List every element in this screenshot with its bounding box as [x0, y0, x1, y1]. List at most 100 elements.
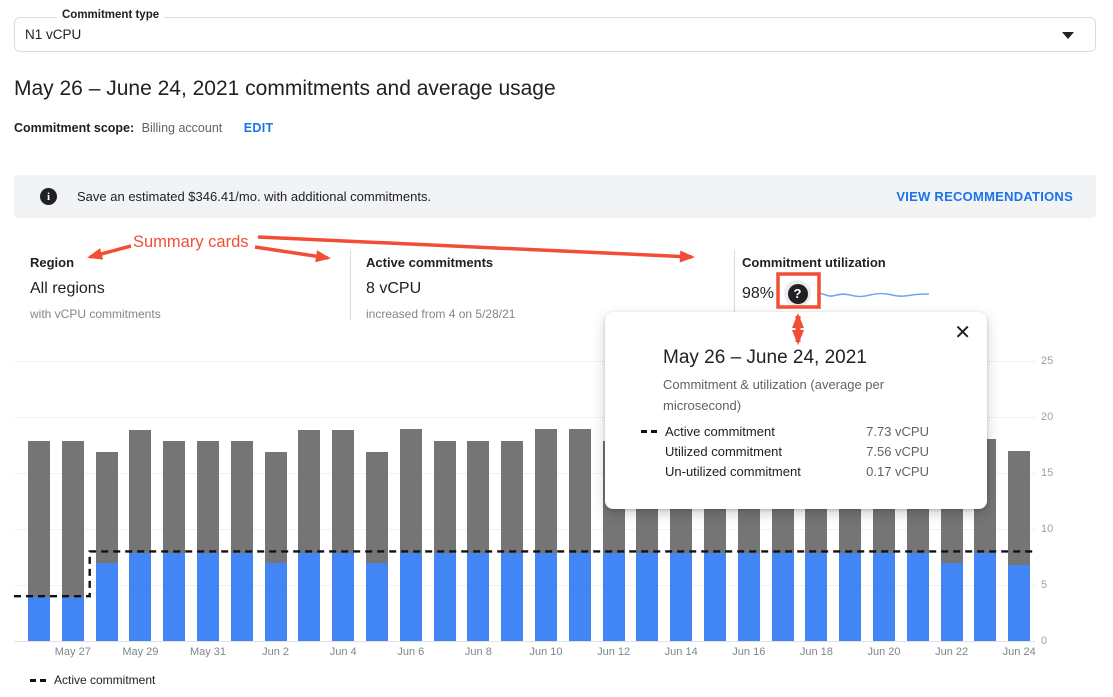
bar-total-usage — [1008, 450, 1031, 565]
bar-total-usage — [501, 440, 524, 553]
commitment-scope-row: Commitment scope: Billing account EDIT — [14, 121, 273, 135]
x-tick-label: Jun 10 — [529, 646, 563, 658]
bar-total-usage — [366, 451, 388, 563]
region-card-value: All regions — [30, 280, 105, 297]
tooltip-row-utilized: Utilized commitment 7.56 vCPU — [641, 441, 929, 461]
y-tick-label: 15 — [1041, 467, 1054, 479]
gridline — [14, 473, 1035, 474]
x-tick-label: May 29 — [122, 646, 159, 658]
bar-total-usage — [230, 440, 253, 553]
bar-total-usage — [399, 429, 422, 553]
utilization-tooltip: ✕ May 26 – June 24, 2021 Commitment & ut… — [605, 312, 987, 509]
bar-utilized-commitment — [433, 552, 456, 641]
utilization-sparkline — [817, 292, 930, 297]
x-tick-label: Jun 22 — [935, 646, 969, 658]
y-tick-label: 5 — [1041, 579, 1048, 591]
dashed-line-icon — [641, 429, 657, 433]
tooltip-row-value: 7.56 vCPU — [866, 443, 929, 459]
bar-utilized-commitment — [264, 562, 287, 641]
bar-utilized-commitment — [501, 552, 524, 641]
x-tick-label: May 27 — [54, 646, 91, 658]
bar-utilized-commitment — [366, 562, 388, 641]
gridline — [14, 529, 1035, 530]
tooltip-subtitle: Commitment & utilization (average per mi… — [663, 377, 885, 413]
bar-utilized-commitment — [771, 552, 794, 641]
close-icon[interactable]: ✕ — [954, 322, 971, 344]
savings-banner-text: Save an estimated $346.41/mo. with addit… — [77, 189, 432, 204]
bar-utilized-commitment — [873, 552, 895, 641]
x-tick-label: Jun 8 — [464, 646, 492, 658]
x-tick-label: Jun 18 — [799, 646, 833, 658]
x-tick-label: Jun 12 — [597, 646, 631, 658]
x-tick-label: May 31 — [189, 646, 227, 658]
region-card: Region All regions with vCPU commitments — [30, 255, 161, 321]
active-commitments-card-value: 8 vCPU — [366, 280, 422, 297]
bar-utilized-commitment — [737, 552, 760, 641]
tooltip-row-label: Utilized commitment — [665, 443, 783, 459]
active-commitments-card-subtitle: increased from 4 on 5/28/21 — [366, 307, 516, 321]
bar-utilized-commitment — [1008, 564, 1031, 641]
tooltip-row-value: 0.17 vCPU — [866, 463, 929, 479]
y-tick-label: 20 — [1041, 411, 1054, 423]
edit-scope-link[interactable]: EDIT — [243, 121, 274, 135]
bar-utilized-commitment — [704, 552, 726, 641]
bar-utilized-commitment — [230, 552, 253, 641]
tooltip-rows: Active commitment 7.73 vCPU Utilized com… — [641, 421, 929, 481]
region-card-subtitle: with vCPU commitments — [30, 307, 161, 321]
bar-utilized-commitment — [298, 552, 321, 641]
bar-utilized-commitment — [568, 552, 591, 641]
bar-utilized-commitment — [95, 562, 118, 641]
x-tick-label: Jun 16 — [732, 646, 766, 658]
bar-utilized-commitment — [61, 597, 84, 641]
bar-total-usage — [568, 429, 591, 553]
bar-total-usage — [61, 440, 84, 598]
bar-total-usage — [163, 440, 186, 553]
gridline — [14, 361, 1035, 362]
x-tick-label: Jun 4 — [329, 646, 357, 658]
tooltip-title: May 26 – June 24, 2021 — [663, 347, 867, 368]
card-divider — [350, 250, 351, 320]
bar-total-usage — [197, 440, 219, 553]
bar-utilized-commitment — [974, 552, 997, 641]
page-title: May 26 – June 24, 2021 commitments and a… — [14, 77, 556, 100]
gridline — [14, 417, 1035, 418]
x-tick-label: Jun 20 — [867, 646, 901, 658]
bar-total-usage — [129, 430, 152, 553]
bar-utilized-commitment — [129, 552, 152, 641]
chevron-down-icon — [1062, 32, 1074, 39]
commitment-utilization-card-title: Commitment utilization — [742, 255, 886, 270]
bar-total-usage — [95, 451, 118, 563]
bar-utilized-commitment — [399, 552, 422, 641]
bar-utilized-commitment — [535, 552, 557, 641]
bar-utilized-commitment — [839, 552, 862, 641]
commitment-type-select[interactable]: Commitment type N1 vCPU — [14, 9, 1096, 52]
bar-total-usage — [28, 440, 50, 598]
x-tick-label: Jun 14 — [664, 646, 698, 658]
tooltip-row-label: Un-utilized commitment — [665, 463, 801, 479]
y-tick-label: 10 — [1041, 523, 1054, 535]
bar-utilized-commitment — [940, 562, 963, 641]
bar-utilized-commitment — [28, 597, 50, 641]
bar-total-usage — [298, 430, 321, 553]
view-recommendations-link[interactable]: VIEW RECOMMENDATIONS — [896, 189, 1073, 204]
legend-label: Active commitment — [54, 673, 156, 687]
bar-total-usage — [264, 451, 287, 563]
tooltip-row-label: Active commitment — [665, 423, 775, 439]
region-card-title: Region — [30, 255, 75, 270]
bar-utilized-commitment — [906, 552, 929, 641]
bar-utilized-commitment — [636, 552, 659, 641]
x-tick-label: Jun 24 — [1002, 646, 1036, 658]
bar-utilized-commitment — [805, 552, 828, 641]
y-tick-label: 25 — [1041, 355, 1054, 367]
bar-utilized-commitment — [197, 552, 219, 641]
x-tick-label: Jun 6 — [397, 646, 425, 658]
x-tick-label: Jun 2 — [262, 646, 290, 658]
tooltip-row-unutilized: Un-utilized commitment 0.17 vCPU — [641, 461, 929, 481]
savings-banner: i Save an estimated $346.41/mo. with add… — [14, 175, 1096, 218]
bar-total-usage — [332, 430, 355, 553]
gridline — [14, 641, 1035, 642]
active-commitments-card: Active commitments 8 vCPU increased from… — [366, 255, 515, 321]
commitment-utilization-card-value: 98% — [742, 284, 775, 302]
